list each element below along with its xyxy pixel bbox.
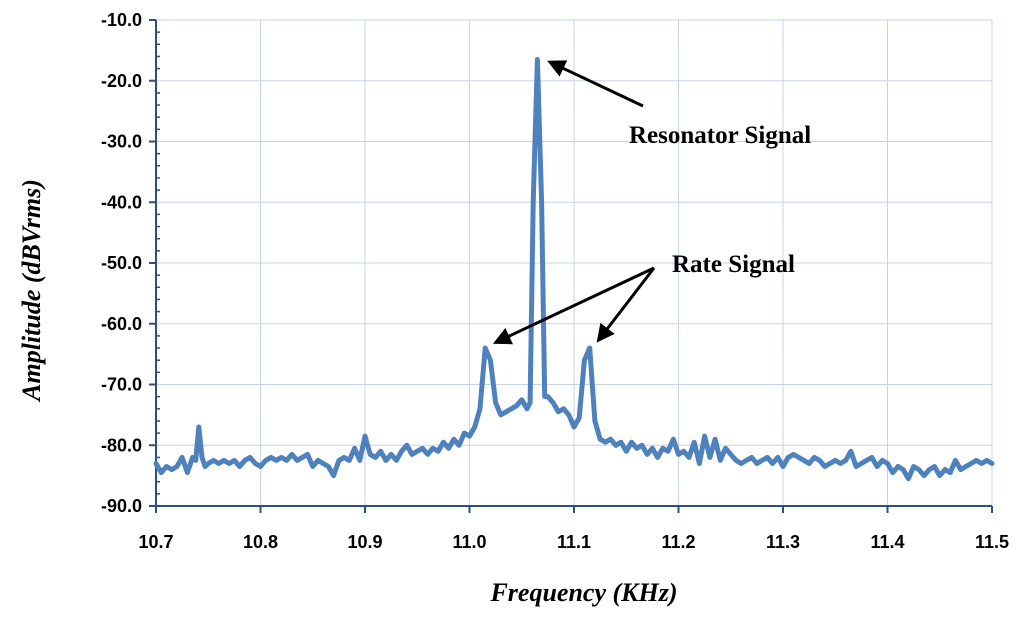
y-axis-title: Amplitude (dBVrms) (17, 179, 46, 403)
x-tick-label: 11.3 (766, 532, 800, 552)
y-tick-label: -30.0 (101, 132, 142, 152)
annotations: Resonator Signal Rate Signal (492, 60, 811, 345)
y-tick-label: -40.0 (101, 192, 142, 212)
axes (149, 19, 993, 513)
y-tick-label: -80.0 (101, 435, 142, 455)
annotation-arrow (547, 60, 644, 108)
series-line (153, 57, 995, 482)
y-tick-label: -90.0 (101, 496, 142, 516)
x-tick-label: 11.2 (661, 532, 695, 552)
x-tick-label: 10.9 (347, 532, 382, 552)
annotation-label: Resonator Signal (629, 122, 811, 149)
y-tick-label: -10.0 (101, 10, 142, 30)
x-tick-label: 10.7 (138, 532, 173, 552)
x-tick-label: 11.1 (557, 532, 591, 552)
x-axis-title: Frequency (KHz) (489, 578, 677, 607)
y-tick-label: -20.0 (101, 71, 142, 91)
tick-labels: -10.0 -20.0 -30.0 -40.0 -50.0 -60.0 -70.0 -80.0… (101, 10, 1009, 552)
x-tick-label: 11.5 (975, 532, 1009, 552)
annotation-arrow (492, 266, 655, 345)
y-tick-label: -60.0 (101, 314, 142, 334)
annotation-label: Rate Signal (672, 251, 795, 278)
y-tick-label: -50.0 (101, 253, 142, 273)
x-tick-label: 11.0 (452, 532, 486, 552)
x-tick-label: 10.8 (243, 532, 278, 552)
y-tick-label: -70.0 (101, 375, 142, 395)
x-tick-label: 11.4 (870, 532, 904, 552)
annotation-arrow (596, 267, 656, 343)
grid (155, 19, 993, 507)
series-layer (153, 57, 995, 482)
